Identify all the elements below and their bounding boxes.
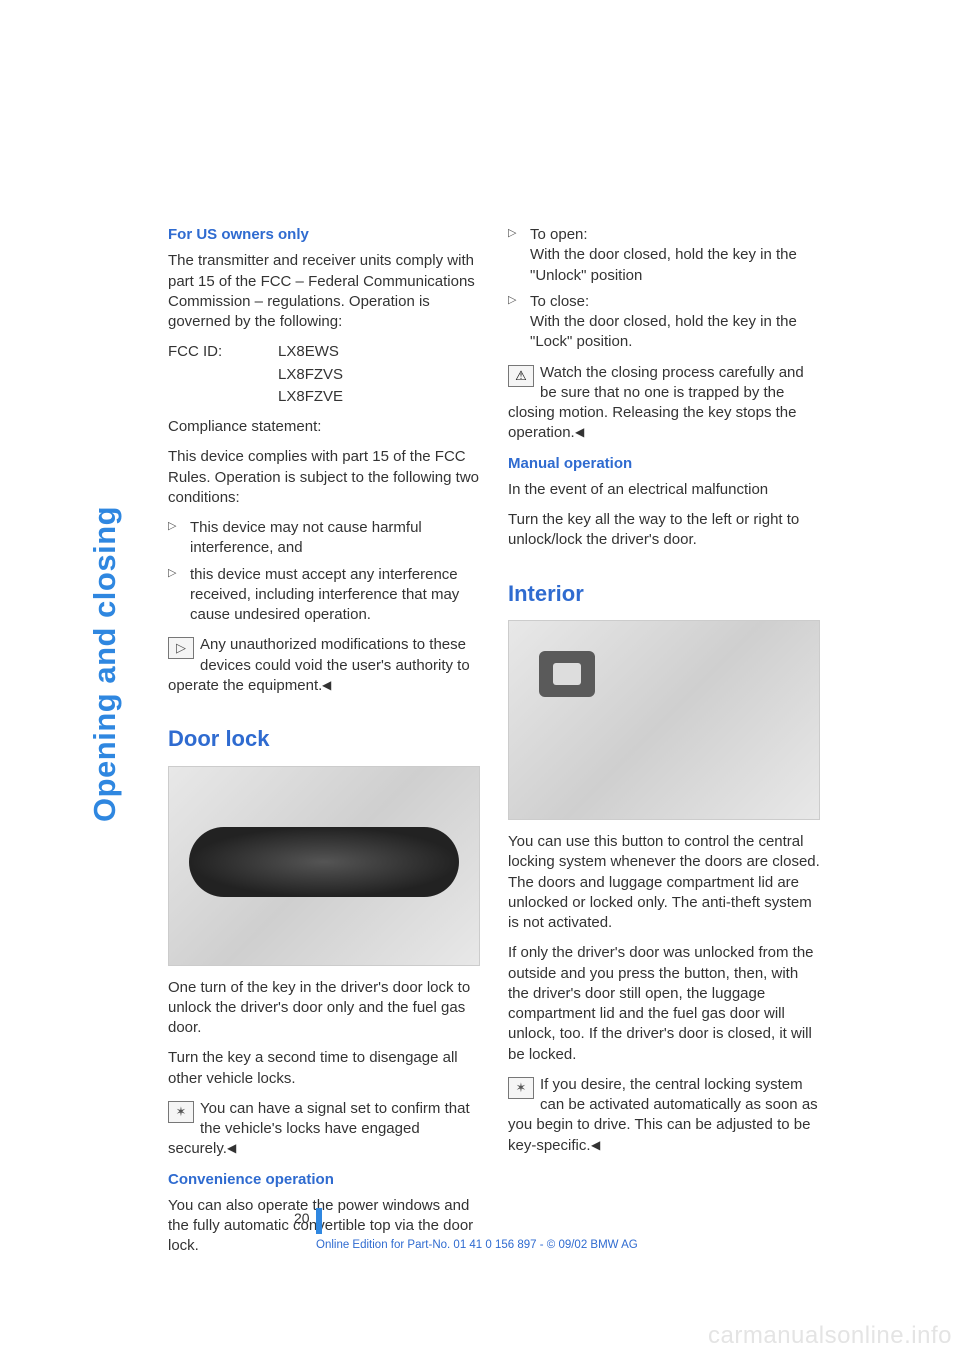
warning-icon: ⚠ [508,365,534,387]
interior-p2: If only the driver's door was unlocked f… [508,943,820,1065]
content-columns: For US owners only The transmitter and r… [168,225,820,1267]
end-mark-icon: ▶ [227,1140,236,1156]
fcc-id-label: FCC ID: [168,342,278,362]
end-mark-icon: ▶ [591,1137,600,1153]
open-label: To open: [530,226,588,243]
list-item: To open: With the door closed, hold the … [508,225,820,286]
interior-button-image [508,620,820,820]
note-arrow-icon: ▷ [168,637,194,659]
close-text: With the door closed, hold the key in th… [530,313,797,350]
warning-text: Watch the closing process carefully and … [508,364,804,442]
fcc-id-value: LX8FZVS [278,365,343,385]
compliance-label: Compliance statement: [168,417,480,437]
fcc-id-row-1: LX8FZVS [168,365,480,385]
fcc-id-value: LX8EWS [278,342,339,362]
note-text: You can have a signal set to confirm tha… [168,1100,470,1158]
open-text: With the door closed, hold the key in th… [530,246,797,283]
heading-us-owners: For US owners only [168,225,480,245]
warning-block: ⚠ Watch the closing process carefully an… [508,363,820,444]
person-icon: ✶ [168,1101,194,1123]
fcc-id-value: LX8FZVE [278,387,343,407]
manual-p2: Turn the key all the way to the left or … [508,510,820,551]
page-number: 20 [294,1209,310,1228]
side-section-title: Opening and closing [84,506,126,822]
door-lock-p1: One turn of the key in the driver's door… [168,978,480,1039]
note-block: ✶ You can have a signal set to confirm t… [168,1099,480,1160]
door-lock-p2: Turn the key a second time to disengage … [168,1048,480,1089]
close-label: To close: [530,293,589,310]
left-column: For US owners only The transmitter and r… [168,225,480,1267]
manual-page: Opening and closing For US owners only T… [0,0,960,1358]
heading-convenience: Convenience operation [168,1170,480,1190]
conditions-list: This device may not cause harmful interf… [168,518,480,625]
fcc-id-row-2: LX8FZVE [168,387,480,407]
note-block: ▷ Any unauthorized modifications to thes… [168,635,480,696]
list-item: this device must accept any interference… [168,565,480,626]
compliance-text: This device complies with part 15 of the… [168,447,480,508]
fcc-id-spacer [168,365,278,385]
right-column: To open: With the door closed, hold the … [508,225,820,1267]
interior-p1: You can use this button to control the c… [508,832,820,933]
fcc-id-spacer [168,387,278,407]
door-handle-image [168,766,480,966]
watermark-text: carmanualsonline.info [708,1320,952,1352]
list-item: To close: With the door closed, hold the… [508,292,820,353]
fcc-id-row-0: FCC ID: LX8EWS [168,342,480,362]
person-icon: ✶ [508,1077,534,1099]
end-mark-icon: ▶ [322,677,331,693]
page-number-bar [316,1208,322,1234]
footer-text: Online Edition for Part-No. 01 41 0 156 … [316,1238,638,1254]
note-text: Any unauthorized modifications to these … [168,636,470,694]
end-mark-icon: ▶ [575,424,584,440]
list-item: This device may not cause harmful interf… [168,518,480,559]
heading-interior: Interior [508,579,820,609]
note-block: ✶ If you desire, the central locking sys… [508,1075,820,1156]
open-close-list: To open: With the door closed, hold the … [508,225,820,353]
note-text: If you desire, the central locking syste… [508,1076,818,1154]
heading-manual: Manual operation [508,454,820,474]
manual-p1: In the event of an electrical malfunctio… [508,480,820,500]
us-owners-intro: The transmitter and receiver units compl… [168,251,480,332]
heading-door-lock: Door lock [168,724,480,754]
